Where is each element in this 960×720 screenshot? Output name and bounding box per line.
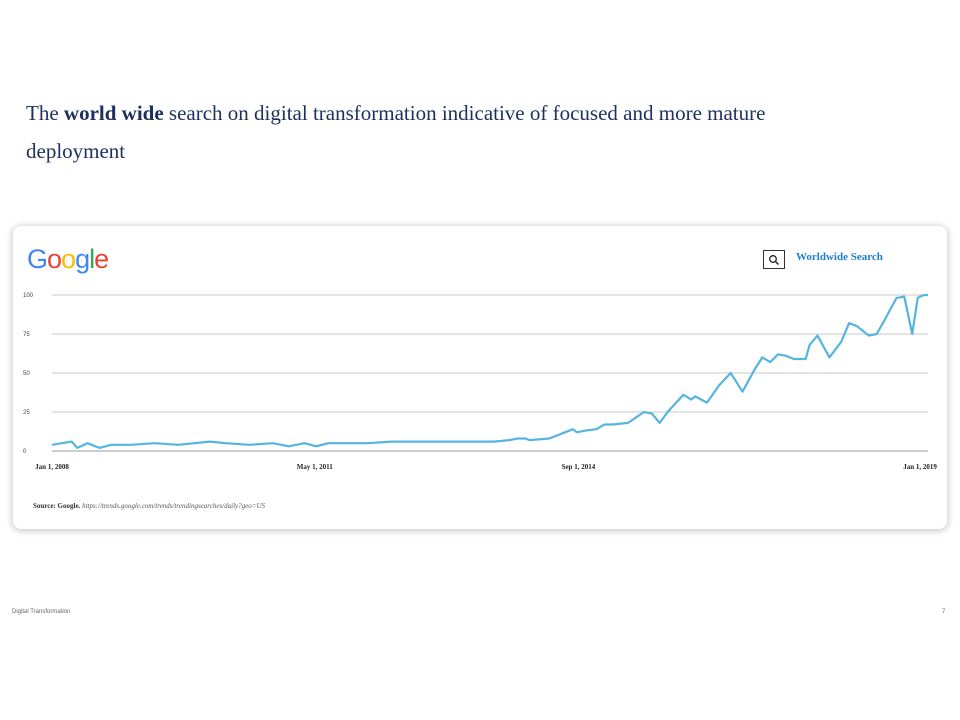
- source-label: Source: Google.: [33, 502, 81, 510]
- headline-prefix: The: [26, 101, 64, 125]
- logo-letter: o: [61, 244, 76, 274]
- x-tick-label: Jan 1, 2008: [35, 463, 69, 471]
- y-tick-label: 50: [23, 371, 30, 377]
- x-tick-label: Jan 1, 2019: [903, 463, 937, 471]
- google-logo: Google: [27, 242, 109, 276]
- logo-letter: o: [47, 244, 62, 274]
- search-label[interactable]: Worldwide Search: [796, 251, 883, 263]
- logo-letter: e: [94, 244, 109, 274]
- search-icon[interactable]: [763, 250, 785, 269]
- x-tick-label: May 1, 2011: [297, 463, 333, 471]
- headline-emphasis: world wide: [63, 101, 164, 125]
- trend-chart: 0 25 50 75 100 Jan 1, 2008 May 1, 2011 Sep 1, 2…: [23, 293, 937, 471]
- y-tick-label: 100: [23, 293, 34, 299]
- footer-title: Digital Transformation: [12, 609, 71, 615]
- y-tick-label: 0: [23, 449, 27, 455]
- magnifier-icon: [769, 255, 780, 266]
- page-number: 7: [942, 609, 946, 615]
- headline-suffix: search on digital transformation indicat…: [26, 101, 766, 163]
- chart-card: Google Worldwide Search 0 25 50 75 100 Jan 1,…: [13, 226, 947, 529]
- source-note: Source: Google. https://trends.google.co…: [33, 502, 265, 510]
- logo-letter: G: [27, 244, 48, 274]
- y-tick-label: 25: [23, 410, 30, 416]
- source-url[interactable]: https://trends.google.com/trends/trendin…: [82, 502, 266, 510]
- series-line: [51, 293, 928, 449]
- logo-letter: g: [75, 244, 90, 274]
- x-tick-label: Sep 1, 2014: [562, 463, 596, 471]
- headline: The world wide search on digital transfo…: [26, 94, 786, 170]
- y-tick-label: 75: [23, 332, 30, 338]
- logo-letter: l: [89, 244, 95, 274]
